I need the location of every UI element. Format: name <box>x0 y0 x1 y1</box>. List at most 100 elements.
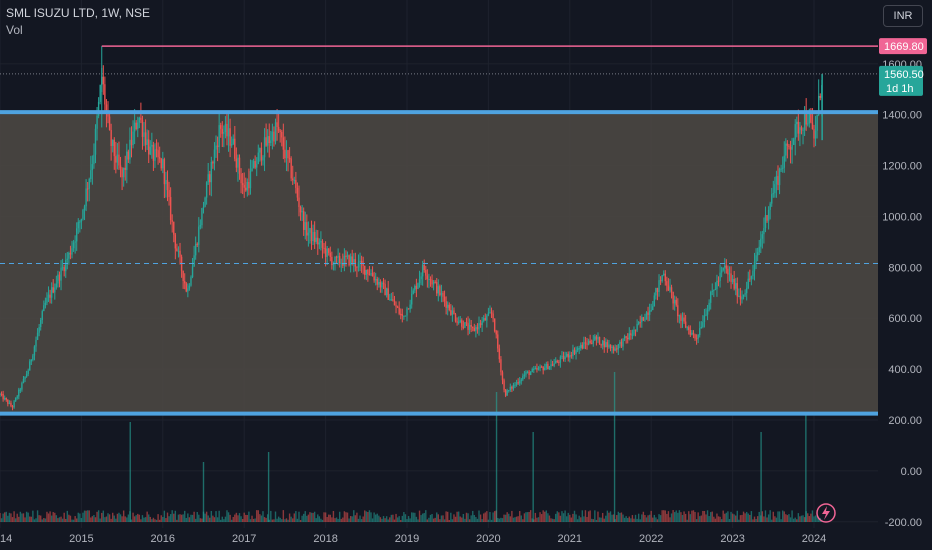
candle-body <box>187 288 189 292</box>
candle-body <box>447 304 449 308</box>
volume-bar <box>450 512 452 522</box>
volume-bar <box>284 519 286 522</box>
volume-bar <box>650 510 652 522</box>
volume-bar <box>470 515 472 522</box>
candle-body <box>130 139 133 146</box>
candle-body <box>124 167 126 170</box>
volume-bar <box>400 519 402 522</box>
candle-body <box>343 255 346 266</box>
candle-body <box>58 274 61 281</box>
volume-bar <box>709 512 712 522</box>
candle-body <box>329 252 331 257</box>
candle-body <box>508 389 510 391</box>
volume-bar <box>628 516 630 522</box>
volume-bar <box>459 516 461 522</box>
candle-body <box>19 389 22 391</box>
candle-body <box>526 371 529 373</box>
volume-bar <box>133 516 136 522</box>
volume-bar <box>285 518 288 522</box>
candle-body <box>639 322 641 324</box>
volume-bar <box>306 515 308 522</box>
volume-bar <box>414 512 416 522</box>
candle-body <box>799 127 801 134</box>
candle-body <box>608 344 610 348</box>
candle-body <box>33 346 36 356</box>
candle-body <box>215 145 217 150</box>
candle-body <box>778 168 781 186</box>
candle-body <box>8 402 11 404</box>
volume-bar <box>727 511 729 522</box>
volume-bar <box>141 515 144 522</box>
candle-body <box>556 360 558 362</box>
candle-body <box>29 361 31 371</box>
candle-body <box>550 364 552 367</box>
volume-bar <box>603 518 605 522</box>
volume-bar <box>0 518 3 522</box>
y-tick-label: 1400.00 <box>882 110 922 122</box>
candle-body <box>285 150 288 159</box>
volume-bar <box>473 515 476 522</box>
volume-bar <box>33 519 36 522</box>
candle-body <box>356 266 358 268</box>
volume-bar <box>512 517 515 522</box>
volume-bar <box>744 513 746 522</box>
volume-bar <box>185 517 187 522</box>
candle-body <box>57 274 59 284</box>
candle-body <box>813 129 815 139</box>
candle-body <box>182 270 184 282</box>
candle-body <box>379 281 382 288</box>
volume-bar <box>370 512 372 522</box>
candle-body <box>41 311 43 320</box>
volume-bar <box>755 518 757 522</box>
volume-bar <box>265 517 267 522</box>
last-price-tag-label: 1560.50 <box>884 69 924 81</box>
candle-body <box>457 321 460 323</box>
candle-body <box>562 355 565 360</box>
symbol-title: SML ISUZU LTD, 1W, NSE <box>6 6 151 20</box>
volume-bar <box>166 512 169 522</box>
candle-body <box>564 356 566 360</box>
volume-bar <box>324 512 327 522</box>
candle-body <box>256 164 258 168</box>
candle-body <box>21 382 23 390</box>
volume-bar <box>30 516 33 522</box>
candle-body <box>11 406 14 408</box>
volume-bar <box>298 511 300 522</box>
volume-spike <box>613 372 616 522</box>
candle-body <box>158 157 161 159</box>
candle-body <box>2 393 4 400</box>
candle-body <box>717 280 720 282</box>
candle-body <box>418 279 421 284</box>
candle-body <box>80 218 83 222</box>
currency-button[interactable]: INR <box>883 5 923 27</box>
candle-body <box>495 331 497 335</box>
y-tick-label: -200.00 <box>885 517 922 529</box>
volume-bar <box>761 511 764 522</box>
alert-icon[interactable] <box>816 503 836 523</box>
candle-body <box>353 259 355 263</box>
volume-bar <box>619 512 621 522</box>
candle-body <box>334 256 336 264</box>
volume-bar <box>204 513 206 522</box>
candle-body <box>760 238 762 247</box>
volume-bar <box>252 518 255 522</box>
candle-body <box>819 95 821 98</box>
volume-bar <box>158 519 161 522</box>
candle-body <box>293 179 295 181</box>
candle-body <box>410 293 413 305</box>
candle-body <box>772 193 774 195</box>
volume-bar <box>104 517 106 522</box>
volume-bar <box>382 516 385 522</box>
volume-bar <box>666 513 668 522</box>
volume-bar <box>346 512 349 522</box>
candle-body <box>99 85 101 102</box>
candle-body <box>93 154 95 165</box>
candle-body <box>60 267 62 281</box>
candle-body <box>774 184 776 194</box>
candle-body <box>3 398 6 400</box>
candle-body <box>555 360 557 364</box>
volume-bar <box>401 515 404 522</box>
volume-bar <box>717 516 720 522</box>
volume-bar <box>343 511 346 522</box>
